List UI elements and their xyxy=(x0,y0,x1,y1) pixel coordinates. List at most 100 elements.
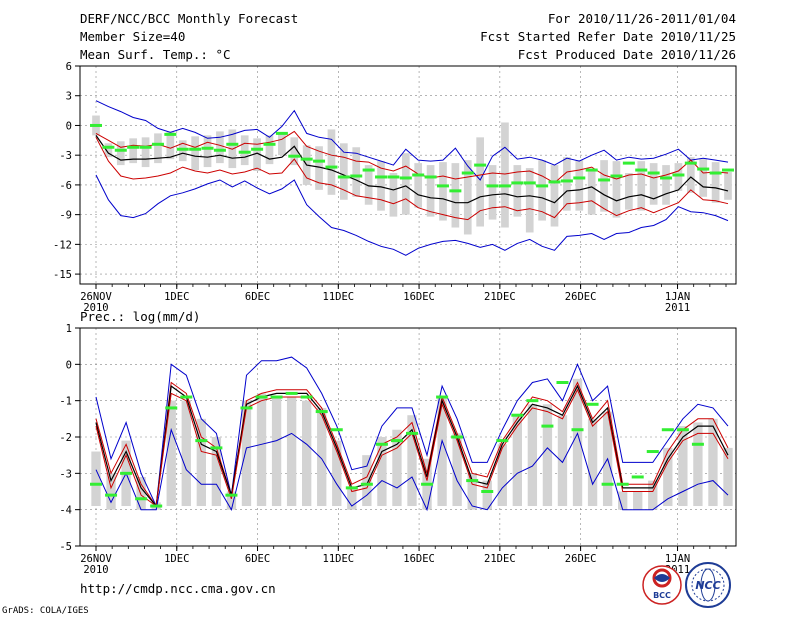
spread-bar xyxy=(637,161,646,211)
spread-bar xyxy=(678,426,688,507)
x-tick-label: 21DEC xyxy=(484,553,516,565)
spread-bar xyxy=(240,135,249,166)
y-tick-label: -2 xyxy=(59,432,72,444)
spread-bar xyxy=(401,153,410,215)
spread-bar xyxy=(377,437,387,507)
spread-bar xyxy=(501,122,509,228)
spread-bar xyxy=(482,480,492,510)
spread-bar xyxy=(392,429,402,507)
x-tick-label: 26NOV xyxy=(80,291,112,303)
spread-bar xyxy=(497,444,507,507)
series-line-mean xyxy=(95,384,729,508)
precipitation-spread-bars xyxy=(91,378,733,510)
series-line-max xyxy=(95,356,729,508)
series-line-min xyxy=(95,174,729,256)
website-url[interactable]: http://cmdp.ncc.cma.gov.cn xyxy=(80,581,276,596)
spread-bar xyxy=(362,455,372,507)
spread-bar xyxy=(426,165,435,217)
y-tick-label: -6 xyxy=(59,180,72,192)
spread-bar xyxy=(512,415,522,507)
x-year-label: 2011 xyxy=(665,302,690,314)
series-line-mean xyxy=(95,135,729,204)
spread-bar xyxy=(226,491,237,510)
x-year-label: 2010 xyxy=(83,302,108,314)
spread-bar xyxy=(723,447,733,507)
spread-bar xyxy=(191,136,199,171)
bcc-logo-text: BCC xyxy=(653,591,671,600)
spread-bar xyxy=(317,407,327,507)
forecast-produced-date: Fcst Produced Date 2010/11/26 xyxy=(518,47,736,62)
x-tick-label: 1DEC xyxy=(164,553,189,565)
forecast-period: For 2010/11/26-2011/01/04 xyxy=(548,11,736,26)
spread-bar xyxy=(154,133,162,164)
spread-bar xyxy=(327,129,336,195)
ncc-logo-text: NCC xyxy=(695,579,720,592)
x-tick-label: 6DEC xyxy=(245,553,270,565)
ncc-logo: NCC xyxy=(685,562,731,608)
spread-bar xyxy=(488,165,497,220)
spread-bar xyxy=(414,163,423,208)
temperature-plot-frame xyxy=(79,65,737,285)
spread-bar xyxy=(91,451,101,507)
spread-bar xyxy=(290,137,299,166)
precipitation-markers xyxy=(90,381,704,508)
spread-bar xyxy=(557,415,568,507)
spread-bar xyxy=(203,135,212,168)
y-tick-label: -15 xyxy=(53,269,72,281)
bcc-logo-wave xyxy=(654,574,670,582)
spread-bar xyxy=(525,168,534,233)
y-tick-label: 0 xyxy=(66,359,72,371)
spread-bar xyxy=(302,400,312,507)
grads-credit: GrADS: COLA/IGES xyxy=(2,606,89,616)
spread-bar xyxy=(452,433,462,507)
spread-bar xyxy=(437,397,447,507)
spread-bar xyxy=(216,131,224,164)
spread-bar xyxy=(439,162,447,221)
spread-bar xyxy=(686,157,695,193)
spread-bar xyxy=(467,473,477,510)
x-tick-label: 6DEC xyxy=(245,291,270,303)
spread-bar xyxy=(550,165,559,227)
spread-bar xyxy=(389,173,398,217)
series-line-max xyxy=(95,100,729,181)
spread-bar xyxy=(648,480,658,510)
spread-bar xyxy=(575,160,584,211)
y-tick-label: -4 xyxy=(59,505,72,517)
series-line-min xyxy=(95,427,729,512)
spread-bar xyxy=(527,404,538,507)
spread-bar xyxy=(377,161,385,211)
ncc-logo-meridian xyxy=(700,568,716,602)
y-tick-label: -3 xyxy=(59,150,72,162)
spread-bar xyxy=(708,418,718,507)
spread-bar xyxy=(211,437,222,507)
spread-bar xyxy=(166,131,175,160)
spread-bar xyxy=(265,135,274,165)
spread-bar xyxy=(241,400,252,507)
y-tick-label: -12 xyxy=(53,239,72,251)
x-tick-label: 1JAN xyxy=(665,553,690,565)
y-tick-label: 0 xyxy=(66,120,72,132)
spread-bar xyxy=(141,137,150,168)
x-tick-label: 1JAN xyxy=(665,291,690,303)
spread-bar xyxy=(104,143,113,158)
spread-bar xyxy=(542,404,553,507)
spread-bar xyxy=(352,147,361,197)
chart-title: DERF/NCC/BCC Monthly Forecast xyxy=(80,11,298,26)
spread-bar xyxy=(618,491,628,510)
spread-bar xyxy=(451,163,460,228)
spread-bar xyxy=(538,160,546,221)
spread-bar xyxy=(649,163,658,205)
member-size: Member Size=40 xyxy=(80,29,185,44)
spread-bar xyxy=(711,162,720,203)
x-tick-label: 16DEC xyxy=(403,553,435,565)
spread-bar xyxy=(625,173,633,210)
temperature-lines xyxy=(95,100,729,256)
y-tick-label: -9 xyxy=(59,210,72,222)
temperature-spread-bars xyxy=(92,115,732,235)
spread-bar xyxy=(407,415,417,507)
spread-bar xyxy=(347,487,357,510)
forecast-started-date: Fcst Started Refer Date 2010/11/25 xyxy=(480,29,736,44)
